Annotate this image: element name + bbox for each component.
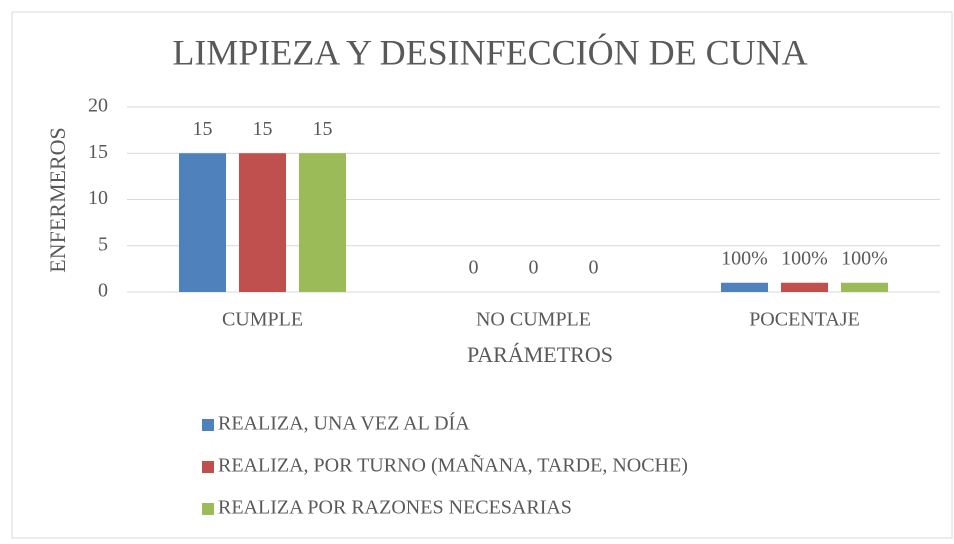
legend-swatch xyxy=(202,461,214,473)
data-label: 100% xyxy=(781,247,828,269)
x-tick-label: POCENTAJE xyxy=(749,309,860,331)
bar xyxy=(179,153,226,292)
y-tick-label: 15 xyxy=(88,141,108,163)
data-label: 100% xyxy=(841,247,888,269)
legend-label: REALIZA, UNA VEZ AL DÍA xyxy=(218,412,470,435)
y-tick-label: 5 xyxy=(98,233,108,255)
data-label: 15 xyxy=(253,118,273,140)
x-axis-title: PARÁMETROS xyxy=(467,342,613,367)
legend-swatch xyxy=(202,419,214,431)
y-tick-label: 0 xyxy=(98,280,108,302)
chart-title: LIMPIEZA Y DESINFECCIÓN DE CUNA xyxy=(172,32,807,72)
legend-label: REALIZA, POR TURNO (MAÑANA, TARDE, NOCHE… xyxy=(218,453,688,477)
data-label: 15 xyxy=(193,118,213,140)
bar xyxy=(781,282,828,292)
x-tick-label: CUMPLE xyxy=(222,309,303,331)
x-tick-label: NO CUMPLE xyxy=(476,309,591,331)
data-label: 0 xyxy=(469,257,479,279)
data-label: 0 xyxy=(529,257,539,279)
legend-label: REALIZA POR RAZONES NECESARIAS xyxy=(218,497,572,519)
bar xyxy=(239,153,286,292)
legend-swatch xyxy=(202,503,214,515)
bar xyxy=(721,282,768,292)
data-label: 100% xyxy=(721,247,768,269)
y-tick-label: 20 xyxy=(88,95,108,117)
y-tick-label: 10 xyxy=(88,187,108,209)
bar xyxy=(841,282,888,292)
bar xyxy=(299,153,346,292)
data-label: 0 xyxy=(589,257,599,279)
chart-frame xyxy=(11,11,953,539)
data-label: 15 xyxy=(313,118,333,140)
y-axis-title: ENFERMEROS xyxy=(45,127,70,272)
